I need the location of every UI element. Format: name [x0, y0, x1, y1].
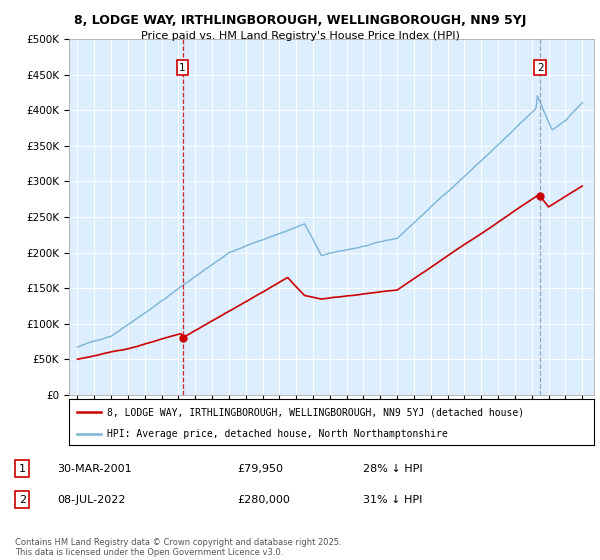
- Text: £79,950: £79,950: [237, 464, 283, 474]
- Text: 28% ↓ HPI: 28% ↓ HPI: [363, 464, 422, 474]
- Text: 1: 1: [19, 464, 26, 474]
- Text: 8, LODGE WAY, IRTHLINGBOROUGH, WELLINGBOROUGH, NN9 5YJ (detached house): 8, LODGE WAY, IRTHLINGBOROUGH, WELLINGBO…: [107, 407, 524, 417]
- Text: HPI: Average price, detached house, North Northamptonshire: HPI: Average price, detached house, Nort…: [107, 429, 448, 438]
- Text: £280,000: £280,000: [237, 494, 290, 505]
- Text: 30-MAR-2001: 30-MAR-2001: [57, 464, 131, 474]
- Text: Price paid vs. HM Land Registry's House Price Index (HPI): Price paid vs. HM Land Registry's House …: [140, 31, 460, 41]
- Text: 2: 2: [19, 494, 26, 505]
- Text: 1: 1: [179, 63, 186, 73]
- Text: 2: 2: [537, 63, 544, 73]
- Text: 31% ↓ HPI: 31% ↓ HPI: [363, 494, 422, 505]
- Text: Contains HM Land Registry data © Crown copyright and database right 2025.
This d: Contains HM Land Registry data © Crown c…: [15, 538, 341, 557]
- Text: 08-JUL-2022: 08-JUL-2022: [57, 494, 125, 505]
- Text: 8, LODGE WAY, IRTHLINGBOROUGH, WELLINGBOROUGH, NN9 5YJ: 8, LODGE WAY, IRTHLINGBOROUGH, WELLINGBO…: [74, 14, 526, 27]
